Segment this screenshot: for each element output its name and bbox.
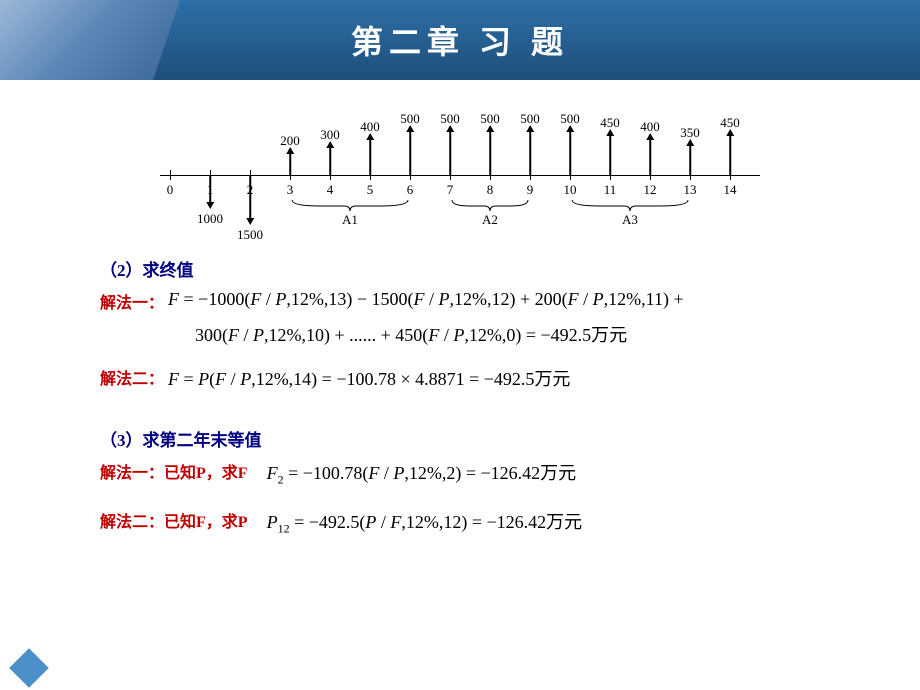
q3-method2: 解法二：已知F，求P P12 = −492.5(P / F,12%,12) = … xyxy=(100,508,880,537)
tick-label: 0 xyxy=(167,182,174,198)
cashflow-value: 500 xyxy=(400,111,420,127)
cashflow-up-arrow xyxy=(729,131,731,175)
cashflow-value: 400 xyxy=(640,119,660,135)
group-brace: A1 xyxy=(290,198,410,228)
cashflow-value: 1500 xyxy=(237,227,263,243)
footer-diamond-icon xyxy=(9,648,49,688)
q3-m2-formula: P12 = −492.5(P / F,12%,12) = −126.42万元 xyxy=(267,508,583,537)
tick-label: 4 xyxy=(327,182,334,198)
cashflow-up-arrow xyxy=(569,127,571,175)
cashflow-down-arrow xyxy=(249,175,251,223)
q3-title: （3）求第二年末等值 xyxy=(100,426,880,451)
cashflow-diagram: 0123456789101112131420030040050050050050… xyxy=(160,100,800,250)
cashflow-up-arrow xyxy=(689,141,691,175)
slide-header: 第二章 习 题 xyxy=(0,0,920,80)
cashflow-up-arrow xyxy=(409,127,411,175)
cashflow-value: 200 xyxy=(280,133,300,149)
slide-title: 第二章 习 题 xyxy=(351,17,569,63)
cashflow-down-arrow xyxy=(209,175,211,207)
q2-m1-label: 解法一： xyxy=(100,289,164,313)
cashflow-up-arrow xyxy=(529,127,531,175)
q2-method2: 解法二： F = P(F / P,12%,14) = −100.78 × 4.8… xyxy=(100,365,880,391)
tick-label: 5 xyxy=(367,182,374,198)
cashflow-value: 450 xyxy=(720,115,740,131)
cashflow-value: 500 xyxy=(440,111,460,127)
q2-m2-label: 解法二： xyxy=(100,365,164,389)
slide-content: 0123456789101112131420030040050050050050… xyxy=(0,80,920,536)
header-decoration xyxy=(0,0,180,80)
tick-label: 13 xyxy=(684,182,697,198)
tick xyxy=(170,170,171,180)
cashflow-up-arrow xyxy=(489,127,491,175)
tick-label: 3 xyxy=(287,182,294,198)
q2-method1: 解法一： F = −1000(F / P,12%,13) − 1500(F / … xyxy=(100,289,880,313)
cashflow-value: 350 xyxy=(680,125,700,141)
q3-method1: 解法一：已知P，求F F2 = −100.78(F / P,12%,2) = −… xyxy=(100,459,880,488)
tick-label: 8 xyxy=(487,182,494,198)
tick-label: 10 xyxy=(564,182,577,198)
cashflow-up-arrow xyxy=(649,135,651,175)
q3-m1-label: 解法一：已知P，求F xyxy=(100,459,248,483)
tick-label: 14 xyxy=(724,182,737,198)
cashflow-value: 1000 xyxy=(197,211,223,227)
q2-m2-formula: F = P(F / P,12%,14) = −100.78 × 4.8871 =… xyxy=(168,365,570,391)
cashflow-up-arrow xyxy=(289,149,291,175)
tick-label: 6 xyxy=(407,182,414,198)
q2-m1-line2: 300(F / P,12%,10) + ...... + 450(F / P,1… xyxy=(195,321,880,347)
group-brace: A2 xyxy=(450,198,530,228)
q3-m2-label: 解法二：已知F，求P xyxy=(100,508,248,532)
cashflow-up-arrow xyxy=(449,127,451,175)
cashflow-value: 500 xyxy=(520,111,540,127)
cashflow-value: 300 xyxy=(320,127,340,143)
cashflow-value: 400 xyxy=(360,119,380,135)
cashflow-value: 450 xyxy=(600,115,620,131)
tick-label: 12 xyxy=(644,182,657,198)
q2-m1-formula2: 300(F / P,12%,10) + ...... + 450(F / P,1… xyxy=(195,321,627,347)
tick-label: 9 xyxy=(527,182,534,198)
tick-label: 7 xyxy=(447,182,454,198)
group-brace: A3 xyxy=(570,198,690,228)
q2-m1-formula1: F = −1000(F / P,12%,13) − 1500(F / P,12%… xyxy=(168,289,684,310)
q2-title: （2）求终值 xyxy=(100,256,880,281)
cashflow-value: 500 xyxy=(560,111,580,127)
cashflow-up-arrow xyxy=(369,135,371,175)
q3-m1-formula: F2 = −100.78(F / P,12%,2) = −126.42万元 xyxy=(267,459,577,488)
cashflow-up-arrow xyxy=(329,143,331,175)
tick-label: 11 xyxy=(604,182,617,198)
cashflow-up-arrow xyxy=(609,131,611,175)
cashflow-value: 500 xyxy=(480,111,500,127)
